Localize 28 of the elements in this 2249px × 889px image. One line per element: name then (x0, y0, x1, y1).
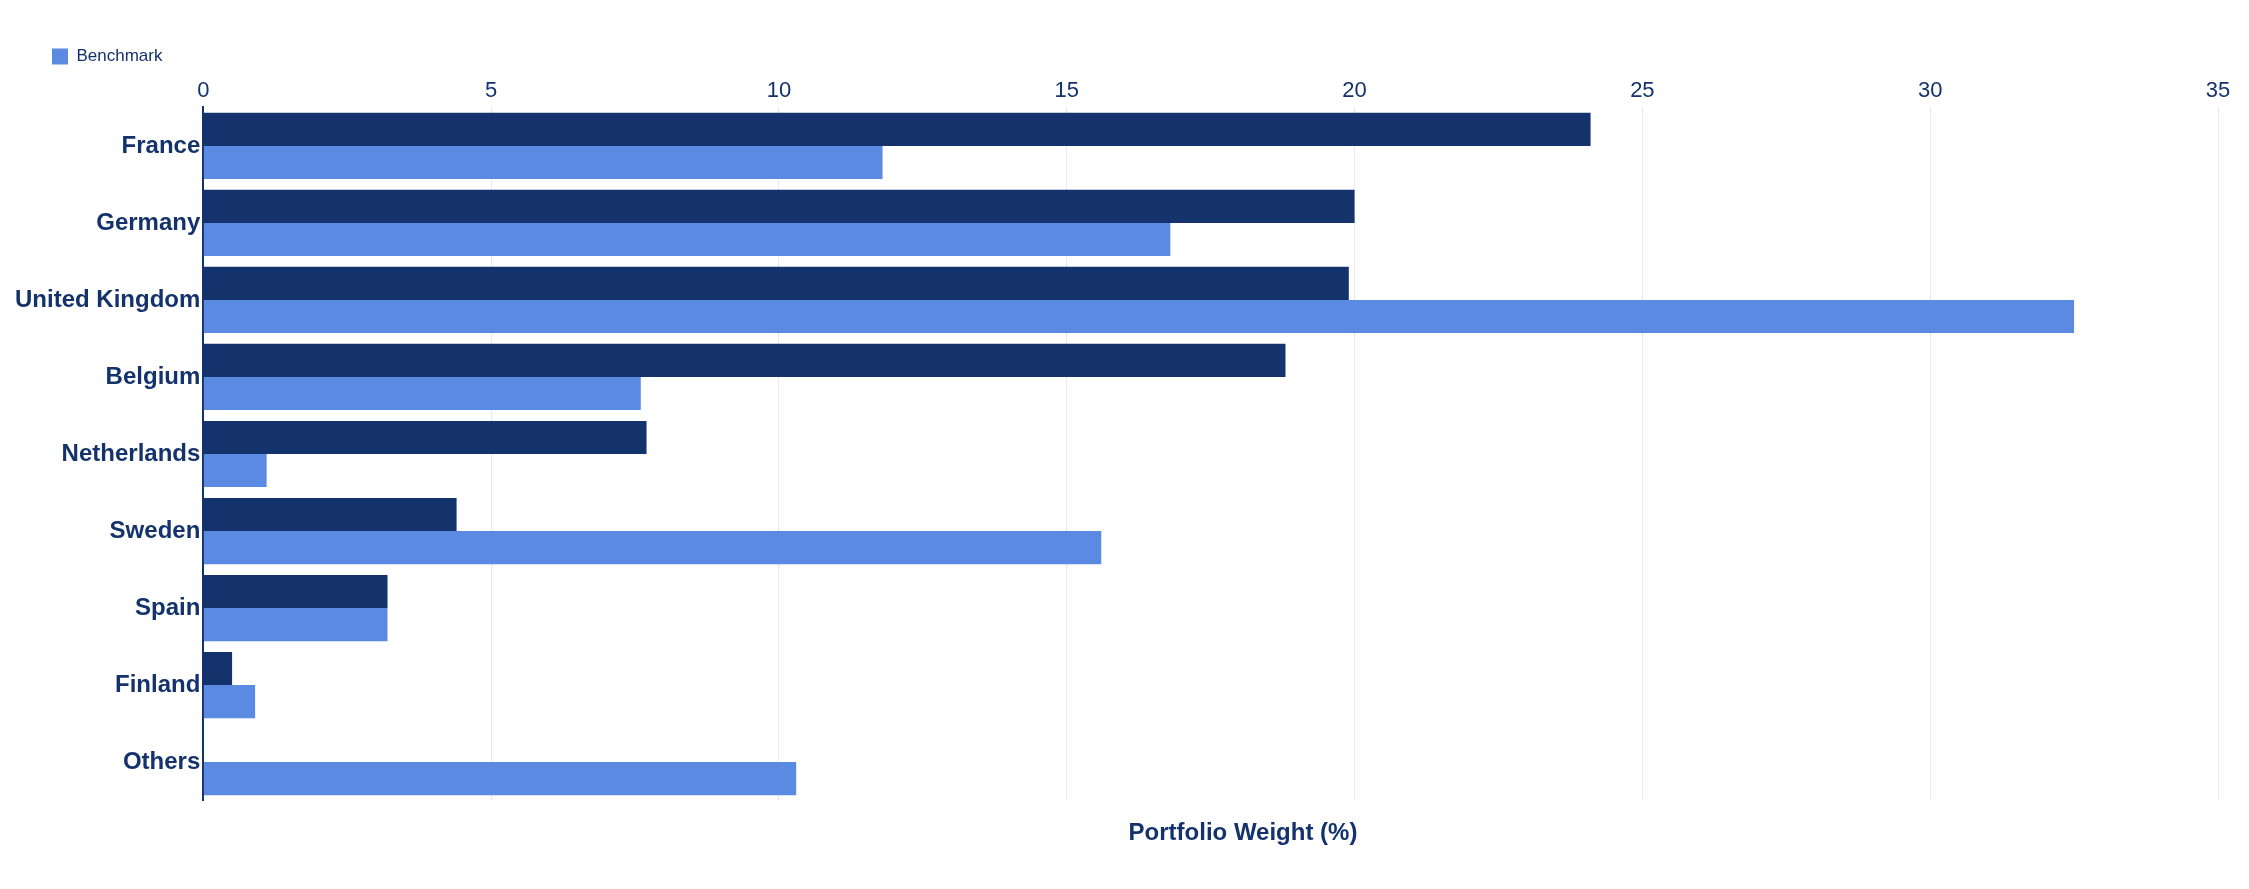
y-tick-label: Others (122, 746, 201, 774)
y-tick-label: United Kingdom (15, 284, 201, 312)
legend-label: Benchmark (76, 46, 163, 66)
bar (203, 454, 267, 488)
y-tick-label: Spain (134, 592, 201, 620)
bar (203, 299, 2075, 334)
x-tick-label: 30 (1917, 77, 1943, 103)
bar (203, 608, 388, 642)
x-tick-label: 5 (485, 77, 498, 103)
x-tick-label: 35 (2205, 77, 2231, 103)
bar (203, 685, 256, 719)
x-tick-label: 0 (197, 77, 210, 103)
x-tick-label: 15 (1054, 77, 1079, 103)
x-tick-label: 25 (1630, 77, 1655, 103)
bar (203, 145, 883, 180)
x-axis-title: Portfolio Weight (%) (1127, 818, 1359, 846)
x-tick-label: 10 (766, 77, 792, 103)
y-tick-label: Germany (96, 207, 201, 235)
bar (203, 762, 797, 796)
x-tick-label: 20 (1342, 77, 1367, 103)
y-tick-label: France (121, 130, 201, 158)
y-tick-label: Finland (114, 669, 201, 697)
bar (203, 222, 1171, 257)
y-tick-label: Belgium (105, 361, 201, 389)
y-tick-label: Sweden (109, 515, 201, 543)
y-tick-label: Netherlands (61, 438, 201, 466)
bar (203, 531, 1102, 565)
bar (203, 376, 641, 411)
